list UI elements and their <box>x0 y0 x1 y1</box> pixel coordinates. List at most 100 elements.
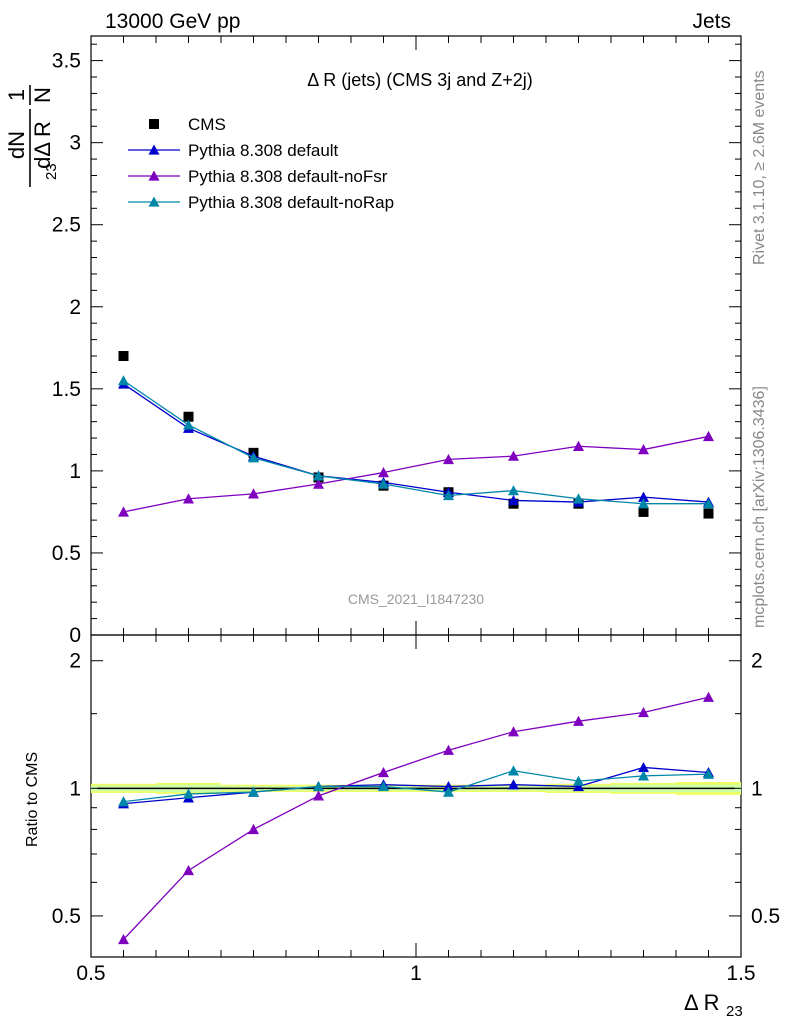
ratio-point-pythia-8-308-default-norap <box>183 788 194 799</box>
ratio-point-pythia-8-308-default-nofsr <box>703 691 714 702</box>
data-point-pythia-8-308-default-norap <box>638 498 649 509</box>
header-left: 13000 GeV pp <box>105 10 240 33</box>
legend-marker <box>148 196 160 207</box>
y-tick-label: 3.5 <box>52 50 81 73</box>
ratio-point-pythia-8-308-default-norap <box>573 775 584 786</box>
data-point-cms <box>118 351 129 362</box>
data-point-pythia-8-308-default-norap <box>573 493 584 504</box>
series-line-pythia-8-308-default-norap <box>123 380 709 505</box>
y-axis-label-den2: dΔ R <box>30 121 55 169</box>
ratio-point-pythia-8-308-default-norap <box>703 768 714 779</box>
y-tick-label: 2.5 <box>52 214 81 237</box>
y-tick-label: 1 <box>69 460 81 483</box>
data-point-pythia-8-308-default-nofsr <box>443 453 454 465</box>
ratio-point-pythia-8-308-default-nofsr <box>183 864 194 876</box>
ratio-y-tick-label: 0.5 <box>52 905 81 928</box>
data-point-pythia-8-308-default-nofsr <box>183 493 194 504</box>
ratio-point-pythia-8-308-default-nofsr <box>573 715 584 726</box>
ratio-y-tick-label-right: 0.5 <box>751 905 780 928</box>
data-point-pythia-8-308-default-nofsr <box>638 444 649 455</box>
data-point-pythia-8-308-default-norap <box>183 419 194 430</box>
y-axis-label: 1 NdN dΔ R23 <box>4 85 60 187</box>
x-axis-label-sub: 23 <box>726 1003 743 1020</box>
ratio-point-pythia-8-308-default-norap <box>313 780 324 792</box>
x-axis-label-main: Δ R <box>684 990 719 1015</box>
legend-marker <box>148 170 160 181</box>
plot-title: Δ R (jets) (CMS 3j and Z+2j) <box>307 70 533 90</box>
ratio-line-pythia-8-308-default-norap <box>123 770 709 803</box>
legend-label: CMS <box>188 115 226 134</box>
ratio-point-pythia-8-308-default-norap <box>248 786 259 797</box>
legend-marker <box>149 119 159 129</box>
series-line-pythia-8-308-default <box>123 383 709 503</box>
ratio-point-pythia-8-308-default <box>573 780 584 792</box>
ratio-point-pythia-8-308-default-nofsr <box>638 706 649 718</box>
data-point-pythia-8-308-default-nofsr <box>248 488 259 499</box>
legend-label: Pythia 8.308 default-noFsr <box>188 167 388 186</box>
ratio-line-pythia-8-308-default-nofsr <box>123 696 709 940</box>
ratio-line-pythia-8-308-default <box>123 766 709 805</box>
ratio-point-pythia-8-308-default-norap <box>638 770 649 781</box>
analysis-watermark: CMS_2021_I1847230 <box>348 591 484 607</box>
ratio-point-pythia-8-308-default-norap <box>118 796 129 807</box>
data-point-pythia-8-308-default-nofsr <box>703 430 714 442</box>
data-point-pythia-8-308-default-norap <box>118 375 129 386</box>
data-point-pythia-8-308-default-nofsr <box>118 506 129 517</box>
ratio-point-pythia-8-308-default-norap <box>443 786 454 797</box>
ratio-point-pythia-8-308-default-nofsr <box>118 933 129 945</box>
mcplots-label: mcplots.cern.ch [arXiv:1306.3436] <box>751 386 768 628</box>
y-axis-label-sub: 23 <box>43 163 60 180</box>
y-tick-label: 0.5 <box>52 542 81 565</box>
data-point-cms <box>183 411 194 422</box>
ratio-point-pythia-8-308-default <box>638 761 649 773</box>
ratio-point-pythia-8-308-default <box>508 779 519 790</box>
y-tick-label: 3 <box>69 132 81 155</box>
y-axis-label-num1: 1 <box>4 89 29 101</box>
ratio-point-pythia-8-308-default-nofsr <box>378 766 389 778</box>
y-axis-label-den1: N <box>30 87 55 103</box>
data-point-pythia-8-308-default-norap <box>703 498 714 509</box>
ratio-point-pythia-8-308-default <box>443 780 454 792</box>
ratio-plot: 0.5 0.5 1 1 2 2 0.5 1 1.5 <box>52 634 780 985</box>
data-point-pythia-8-308-default-nofsr <box>313 478 324 489</box>
legend-label: Pythia 8.308 default-noRap <box>188 193 394 212</box>
data-point-pythia-8-308-default-nofsr <box>508 450 519 461</box>
ratio-point-pythia-8-308-default-nofsr <box>508 726 519 737</box>
series-line-pythia-8-308-default-nofsr <box>123 435 709 513</box>
header-right: Jets <box>692 10 731 33</box>
ratio-y-axis-label: Ratio to CMS <box>24 752 41 847</box>
ratio-point-pythia-8-308-default-norap <box>378 780 389 792</box>
ratio-point-pythia-8-308-default-nofsr <box>313 790 324 801</box>
data-point-pythia-8-308-default-norap <box>313 470 324 481</box>
legend-label: Pythia 8.308 default <box>188 141 339 160</box>
ratio-point-pythia-8-308-default-norap <box>508 765 519 776</box>
ratio-y-tick-label: 1 <box>69 777 81 800</box>
y-tick-label: 2 <box>69 296 81 319</box>
ratio-point-pythia-8-308-default-nofsr <box>443 744 454 755</box>
legend-marker <box>148 144 160 155</box>
data-point-pythia-8-308-default <box>508 494 519 506</box>
data-point-pythia-8-308-default-norap <box>443 490 454 501</box>
data-point-pythia-8-308-default-nofsr <box>573 440 584 451</box>
ratio-y-tick-label-right: 1 <box>751 777 763 800</box>
plot-labels: 13000 GeV pp Jets Rivet 3.1.10, ≥ 2.6M eve… <box>4 10 768 1020</box>
y-tick-label: 1.5 <box>52 378 81 401</box>
y-tick-label: 0 <box>69 624 81 647</box>
data-point-cms <box>703 508 714 519</box>
ratio-point-pythia-8-308-default-nofsr <box>248 823 259 835</box>
rivet-label: Rivet 3.1.10, ≥ 2.6M events <box>751 70 768 265</box>
x-tick-label: 1.5 <box>726 962 755 985</box>
data-point-pythia-8-308-default-norap <box>248 452 259 463</box>
data-point-pythia-8-308-default-norap <box>378 478 389 489</box>
data-point-cms <box>638 506 649 517</box>
x-tick-label: 1 <box>410 962 422 985</box>
ratio-y-tick-label: 2 <box>69 650 81 673</box>
data-point-pythia-8-308-default <box>638 491 649 502</box>
y-axis-label-num2: dN <box>4 131 29 159</box>
x-axis-label: Δ R 23 <box>684 990 743 1020</box>
data-point-pythia-8-308-default-norap <box>508 485 519 496</box>
data-point-pythia-8-308-default-nofsr <box>378 467 389 478</box>
main-plot: 0 0.5 1 1.5 2 2.5 3 3.5 Δ R (jets) (CMS 3j and Z… <box>52 35 742 647</box>
x-tick-label: 0.5 <box>76 962 105 985</box>
